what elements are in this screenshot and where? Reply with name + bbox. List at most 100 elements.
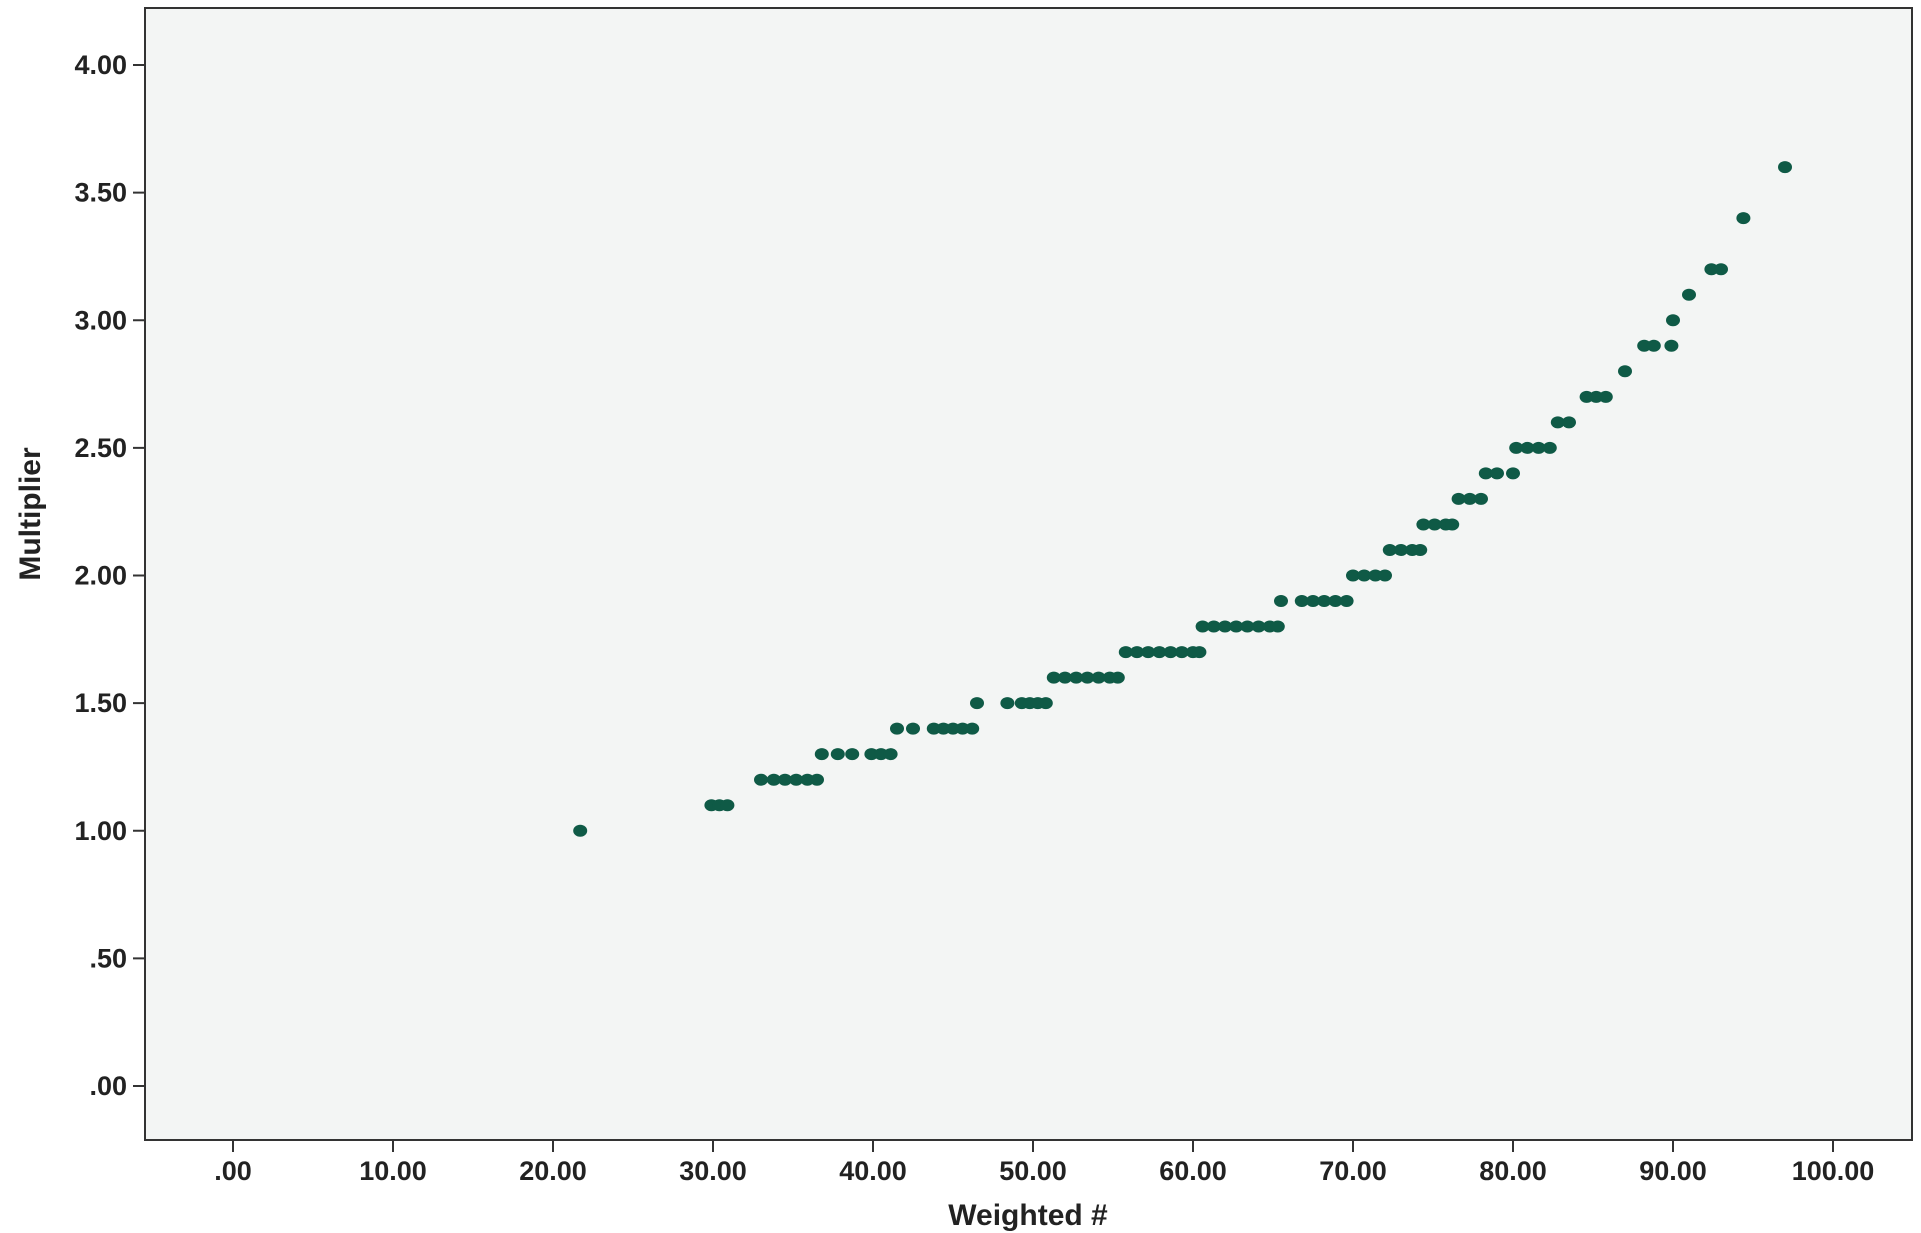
x-tick-label: 70.00 <box>1319 1156 1387 1186</box>
y-tick-label: 4.00 <box>74 50 127 80</box>
data-point <box>1506 467 1520 480</box>
data-point <box>946 722 960 735</box>
y-tick-label: .00 <box>89 1071 127 1101</box>
data-point <box>883 748 898 761</box>
y-tick-label: 1.50 <box>74 688 127 718</box>
data-point <box>1118 646 1133 659</box>
data-point <box>766 773 781 786</box>
data-point <box>1462 492 1477 505</box>
y-axis: .00 .50 1.00 1.50 2.00 2.50 3.00 3.50 4.00 <box>74 50 145 1101</box>
data-point <box>845 748 860 761</box>
data-point <box>1490 467 1504 480</box>
x-tick-label: 90.00 <box>1639 1156 1707 1186</box>
data-point <box>1270 620 1285 633</box>
y-tick-label: 2.00 <box>74 561 127 591</box>
data-point <box>1531 441 1546 454</box>
data-point <box>936 722 951 735</box>
data-point <box>1192 646 1207 659</box>
data-point <box>1110 671 1125 684</box>
data-point <box>1646 339 1661 352</box>
data-point <box>1091 671 1106 684</box>
data-point <box>1778 161 1792 174</box>
data-point <box>970 697 984 710</box>
y-tick-label: 3.00 <box>74 305 127 335</box>
data-point <box>830 748 845 761</box>
data-point <box>1339 595 1354 608</box>
data-point <box>1368 569 1383 582</box>
data-point <box>778 773 792 786</box>
data-point <box>1682 288 1696 301</box>
data-point <box>1357 569 1372 582</box>
plot-area <box>144 7 1913 1141</box>
data-point <box>1080 671 1095 684</box>
x-tick-label: .00 <box>214 1156 252 1186</box>
data-point <box>1058 671 1072 684</box>
data-point <box>1427 518 1442 531</box>
data-points <box>573 161 1792 837</box>
data-point <box>1664 339 1679 352</box>
data-point <box>1394 543 1408 556</box>
data-point <box>1038 697 1053 710</box>
data-point <box>573 824 588 837</box>
data-point <box>1562 416 1576 429</box>
data-point <box>720 799 735 812</box>
x-axis: .00 10.00 20.00 30.00 40.00 50.00 60.00 70.00 80… <box>214 1140 1874 1186</box>
data-point <box>890 722 904 735</box>
data-point <box>1637 339 1652 352</box>
data-point <box>1520 441 1535 454</box>
data-point <box>1474 492 1488 505</box>
data-point <box>1714 263 1728 276</box>
data-point <box>1542 441 1557 454</box>
x-tick-label: 40.00 <box>839 1156 907 1186</box>
x-tick-label: 100.00 <box>1792 1156 1875 1186</box>
y-axis-title: Multiplier <box>14 447 47 581</box>
data-point <box>1550 416 1565 429</box>
data-point <box>864 748 879 761</box>
data-point <box>1000 697 1015 710</box>
data-point <box>1294 595 1309 608</box>
data-point <box>1618 365 1632 378</box>
data-point <box>1451 492 1466 505</box>
data-point <box>1141 646 1156 659</box>
data-point <box>955 722 970 735</box>
data-point <box>965 722 980 735</box>
data-point <box>1218 620 1232 633</box>
data-point <box>1416 518 1431 531</box>
data-point <box>1195 620 1210 633</box>
data-point <box>1666 314 1680 327</box>
data-point <box>1130 646 1144 659</box>
data-point <box>1478 467 1493 480</box>
data-point <box>1251 620 1266 633</box>
data-point <box>1378 569 1392 582</box>
x-tick-label: 60.00 <box>1159 1156 1227 1186</box>
x-tick-label: 50.00 <box>999 1156 1067 1186</box>
data-point <box>1445 518 1460 531</box>
data-point <box>1229 620 1244 633</box>
data-point <box>1509 441 1524 454</box>
x-tick-label: 10.00 <box>359 1156 427 1186</box>
data-point <box>874 748 888 761</box>
data-point <box>1382 543 1397 556</box>
y-tick-label: 3.50 <box>74 178 127 208</box>
data-point <box>1598 390 1613 403</box>
data-point <box>1579 390 1594 403</box>
data-point <box>810 773 824 786</box>
data-point <box>1317 595 1332 608</box>
y-tick-label: 2.50 <box>74 433 127 463</box>
data-point <box>1069 671 1084 684</box>
data-point <box>814 748 829 761</box>
data-point <box>1328 595 1343 608</box>
data-point <box>1413 543 1428 556</box>
data-point <box>800 773 815 786</box>
data-point <box>906 722 920 735</box>
data-point <box>1346 569 1360 582</box>
data-point <box>1589 390 1604 403</box>
y-tick-label: .50 <box>89 943 127 973</box>
data-point <box>1174 646 1189 659</box>
data-point <box>1736 212 1751 225</box>
data-point <box>1152 646 1167 659</box>
x-tick-label: 30.00 <box>679 1156 747 1186</box>
data-point <box>926 722 941 735</box>
data-point <box>1206 620 1221 633</box>
